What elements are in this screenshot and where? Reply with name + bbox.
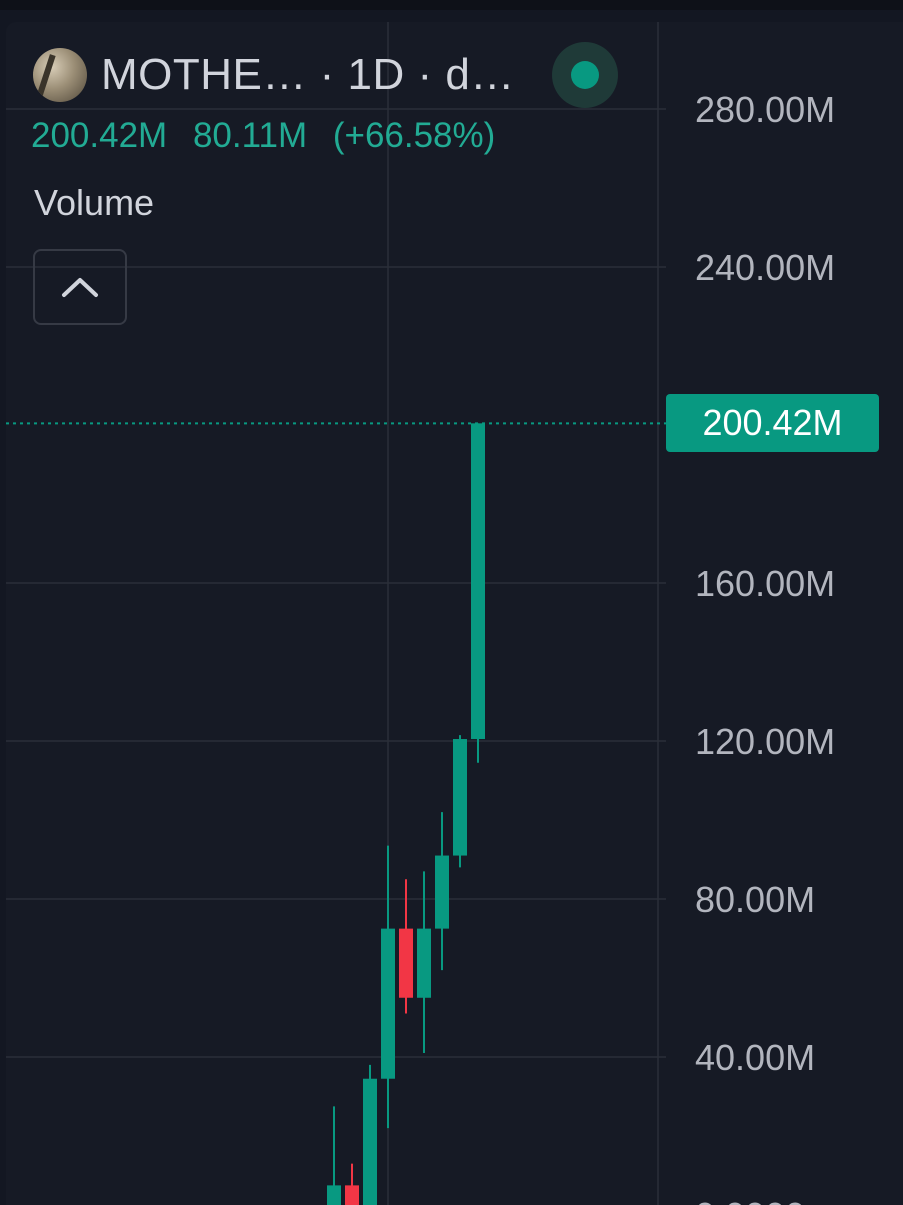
last-value-tag: 200.42M <box>666 394 879 452</box>
candle-body[interactable] <box>345 1185 359 1205</box>
symbol-title[interactable]: MOTHE… · 1D · d… <box>101 50 515 99</box>
indicator-label[interactable]: Volume <box>34 182 155 223</box>
y-axis-tick-label: 120.00M <box>695 721 835 762</box>
y-axis-tick-label: 160.00M <box>695 563 835 604</box>
candle-body[interactable] <box>327 1185 341 1205</box>
volume-change: 80.11M <box>192 116 308 155</box>
y-axis-tick-label: 40.00M <box>695 1037 815 1078</box>
candle-body[interactable] <box>453 739 467 856</box>
volume-change-percent: (+66.58%) <box>332 116 496 155</box>
candle-body[interactable] <box>417 928 431 998</box>
collapse-legend-button[interactable] <box>33 249 127 325</box>
ohlc-values: 200.42M 80.11M (+66.58%) <box>31 116 511 156</box>
token-avatar-icon <box>33 48 87 102</box>
candle-body[interactable] <box>435 855 449 929</box>
candle-body[interactable] <box>381 928 395 1079</box>
y-axis-tick-label: 240.00M <box>695 247 835 288</box>
candle-body[interactable] <box>471 423 485 740</box>
current-volume: 200.42M <box>31 116 168 155</box>
chevron-up-icon <box>62 278 98 297</box>
symbol-header[interactable]: MOTHE… · 1D · d… <box>33 46 515 104</box>
market-open-dot-icon <box>571 61 599 89</box>
chart-panel <box>6 22 903 1205</box>
y-axis-tick-label: 0.0000 <box>695 1195 805 1205</box>
y-axis-tick-label: 80.00M <box>695 879 815 920</box>
candle-body[interactable] <box>399 928 413 998</box>
market-status[interactable] <box>552 42 618 108</box>
window-top-strip <box>0 0 903 10</box>
candle-body[interactable] <box>363 1078 377 1205</box>
y-axis-tick-label: 280.00M <box>695 89 835 130</box>
